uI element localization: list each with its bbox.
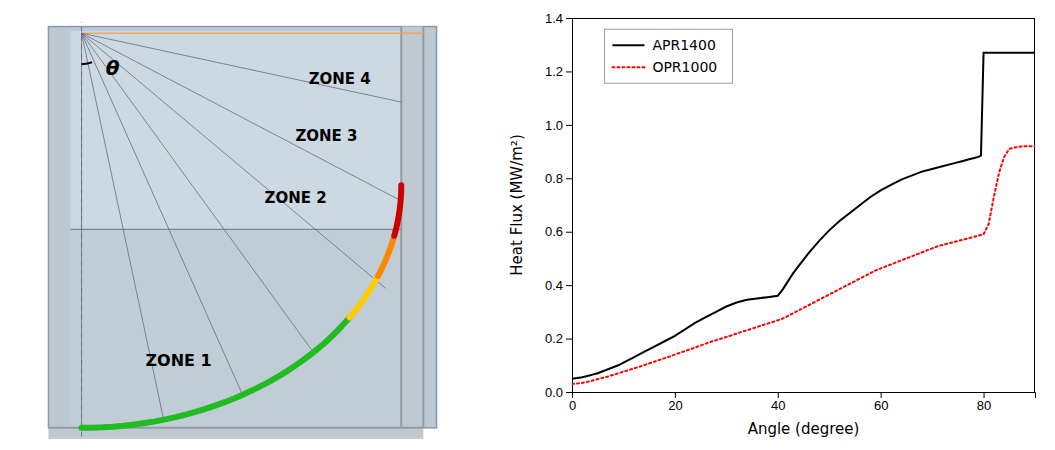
y-tick-label: 0.6	[545, 224, 563, 239]
x-tick: 40	[771, 392, 785, 413]
zone-divider	[71, 229, 402, 230]
x-tick-label: 0	[569, 398, 576, 413]
x-tick: 60	[874, 392, 888, 413]
fan-line	[82, 33, 386, 288]
y-tick-label: 0.4	[545, 278, 563, 293]
legend-swatch	[612, 44, 644, 46]
x-tick-label: 40	[771, 398, 785, 413]
y-axis-line	[566, 19, 573, 393]
x-tick: 80	[977, 392, 991, 413]
fan-line	[82, 33, 402, 102]
y-tick-mark	[566, 339, 572, 340]
zone-label: ZONE 4	[309, 70, 371, 88]
legend-swatch	[612, 66, 644, 68]
x-tick: 0	[569, 392, 576, 413]
legend-label: OPR1000	[652, 59, 717, 75]
plot-lines	[572, 53, 1035, 384]
y-tick: 1.4	[545, 11, 572, 26]
y-tick-mark	[566, 71, 572, 72]
right-wall	[401, 27, 423, 428]
y-tick: 0.4	[545, 278, 572, 293]
zone-label: ZONE 3	[295, 127, 357, 145]
x-tick: 20	[668, 392, 682, 413]
legend: APR1400 OPR1000	[604, 29, 732, 83]
y-tick-label: 0.0	[545, 385, 563, 400]
series-line	[572, 53, 1035, 379]
x-axis-title: Angle (degree)	[748, 420, 860, 438]
y-tick: 0.2	[545, 331, 572, 346]
x-axis: 0 20 40 60 80	[569, 392, 1036, 413]
y-tick-label: 1.0	[545, 118, 563, 133]
fan-line	[81, 33, 82, 428]
symmetry-axis	[81, 22, 82, 437]
y-tick-mark	[566, 285, 572, 286]
lower-panel	[71, 229, 402, 427]
y-tick-mark	[566, 392, 572, 393]
y-tick: 0.0	[545, 385, 572, 400]
x-tick-mark	[881, 392, 882, 398]
y-tick-mark	[566, 125, 572, 126]
upper-panel	[71, 31, 402, 229]
x-tick-mark	[984, 392, 985, 398]
y-axis: 0.0 0.2 0.4 0.6 0.8 1.0 1.2 1.4	[545, 11, 573, 400]
y-tick: 1.2	[545, 64, 572, 79]
right-wall-edge	[422, 27, 424, 428]
zone-wall	[378, 236, 394, 276]
series-line	[572, 146, 1035, 384]
x-tick-label: 20	[668, 398, 682, 413]
right-wall-edge	[400, 27, 402, 428]
zone-wall	[82, 317, 350, 427]
y-tick-mark	[566, 232, 572, 233]
y-tick: 1.0	[545, 118, 572, 133]
fan-line	[82, 33, 243, 396]
legend-label: APR1400	[652, 37, 715, 53]
y-tick-mark	[566, 178, 572, 179]
chart: 0 20 40 60 80 0.0 0.2 0.4 0.6 0.8 1.0 1.2 1.4 Angle (…	[508, 11, 1036, 438]
x-tick-label: 80	[977, 398, 991, 413]
fan-line	[82, 33, 402, 201]
y-tick-label: 1.4	[545, 11, 563, 26]
top-line	[82, 32, 424, 34]
zone-label: ZONE 1	[145, 351, 211, 370]
diagram: ZONE 1 ZONE 2 ZONE 3 ZONE 4 θ	[48, 22, 436, 439]
y-axis-title: Heat Flux (MW/m²)	[508, 134, 526, 275]
y-tick-label: 0.8	[545, 171, 563, 186]
zone-wall	[350, 276, 378, 317]
plot-frame	[572, 18, 1035, 19]
x-axis-line	[573, 393, 1036, 399]
figure: ZONE 1 ZONE 2 ZONE 3 ZONE 4 θ 0 20 40 60 80 0.0 0.2…	[0, 0, 1055, 450]
y-tick-mark	[566, 18, 572, 19]
x-tick-mark	[675, 392, 676, 398]
plot-frame	[1034, 18, 1035, 392]
y-tick: 0.8	[545, 171, 572, 186]
zone-wall	[394, 185, 401, 235]
legend-box	[604, 29, 732, 83]
y-tick: 0.6	[545, 224, 572, 239]
y-tick-label: 0.2	[545, 331, 563, 346]
theta-arc	[82, 62, 93, 64]
y-tick-label: 1.2	[545, 64, 563, 79]
x-tick-mark	[778, 392, 779, 398]
x-tick-label: 60	[874, 398, 888, 413]
zone-label: ZONE 2	[265, 189, 327, 207]
theta-label: θ	[106, 56, 120, 80]
outer-panel	[48, 27, 436, 428]
